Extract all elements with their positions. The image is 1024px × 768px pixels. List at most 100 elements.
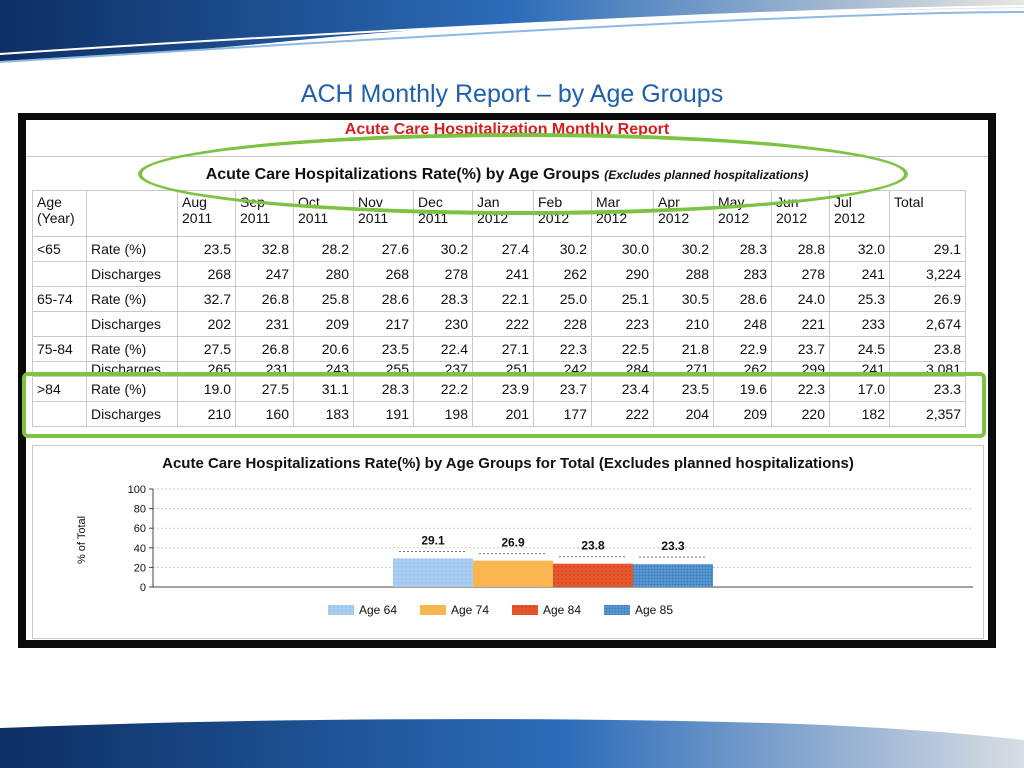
table-row: 65-74 Rate (%) 32.7 26.8 25.8 28.6 28.3 22.1 25.…	[32, 286, 966, 312]
y-axis-label: % of Total	[76, 516, 88, 564]
table-cell: 222	[472, 311, 534, 337]
table-cell: 25.8	[293, 286, 354, 312]
header-month: Sep 2011	[235, 190, 294, 237]
table-cell: 265	[177, 361, 236, 377]
header-month: Aug 2011	[177, 190, 236, 237]
header-month-year: 2012	[834, 210, 866, 226]
row-measure: Discharges	[86, 401, 178, 427]
table-cell: 25.0	[533, 286, 592, 312]
header-month-year: 2012	[718, 210, 750, 226]
legend-swatch	[420, 605, 446, 615]
table-cell: 280	[293, 261, 354, 287]
table-cell: 278	[771, 261, 830, 287]
table-cell: 283	[713, 261, 772, 287]
header-measure	[86, 190, 178, 237]
table-cell: 198	[413, 401, 473, 427]
table-cell: 271	[653, 361, 714, 377]
table-cell: 19.0	[177, 376, 236, 402]
table-subtitle: (Excludes planned hospitalizations)	[604, 168, 809, 182]
table-cell: 262	[713, 361, 772, 377]
header-month-year: 2011	[418, 210, 449, 226]
table-cell: 221	[771, 311, 830, 337]
table-cell: 255	[353, 361, 414, 377]
table-cell: 278	[413, 261, 473, 287]
table-row: Discharges 268 247 280 268 278 241 262 290 288 283…	[32, 261, 966, 287]
report-divider	[26, 156, 988, 157]
row-age-group	[32, 311, 87, 337]
table-row: <65 Rate (%) 23.5 32.8 28.2 27.6 30.2 27.4 30.2 3…	[32, 236, 966, 262]
table-cell: 183	[293, 401, 354, 427]
table-cell: 182	[829, 401, 890, 427]
header-month-name: Aug	[182, 194, 207, 210]
table-body: Age (Year) Aug 2011 Sep 2011 Oct 2011 Nov 2011 Dec…	[32, 190, 966, 427]
table-cell: 177	[533, 401, 592, 427]
header-month-year: 2011	[298, 210, 329, 226]
table-cell: 30.2	[413, 236, 473, 262]
row-age-group	[32, 261, 87, 287]
bottom-swoosh-decoration	[0, 713, 1024, 768]
table-cell: 22.3	[533, 336, 592, 362]
table-cell: 209	[713, 401, 772, 427]
y-tick-label: 80	[134, 504, 146, 516]
report-title: Acute Care Hospitalization Monthly Repor…	[344, 121, 670, 138]
table-cell: 284	[591, 361, 654, 377]
table-cell: 26.8	[235, 286, 294, 312]
table-cell: 28.3	[713, 236, 772, 262]
table-cell: 243	[293, 361, 354, 377]
table-cell: 27.5	[177, 336, 236, 362]
table-cell: 23.4	[591, 376, 654, 402]
row-total: 23.8	[889, 336, 966, 362]
table-cell: 204	[653, 401, 714, 427]
row-age-group: 65-74	[32, 286, 87, 312]
chart-legend: Age 64 Age 74 Age 84 Age 85	[328, 603, 673, 617]
row-measure: Rate (%)	[86, 286, 178, 312]
row-age-group: 75-84	[32, 336, 87, 362]
table-cell: 27.5	[235, 376, 294, 402]
header-month-year: 2011	[182, 210, 213, 226]
row-total: 26.9	[889, 286, 966, 312]
row-total: 3,224	[889, 261, 966, 287]
table-cell: 251	[472, 361, 534, 377]
header-month-name: Jan	[477, 194, 500, 210]
slide-title: ACH Monthly Report – by Age Groups	[300, 80, 724, 108]
table-cell: 191	[353, 401, 414, 427]
header-month-name: Oct	[298, 194, 320, 210]
header-month-name: Nov	[358, 194, 383, 210]
table-cell: 268	[353, 261, 414, 287]
table-cell: 248	[713, 311, 772, 337]
header-month-year: 2011	[358, 210, 389, 226]
table-title: Acute Care Hospitalizations Rate(%) by A…	[26, 166, 988, 184]
table-cell: 23.5	[653, 376, 714, 402]
header-month-name: Feb	[538, 194, 563, 210]
table-row: Discharges 202 231 209 217 230 222 228 223 210 248…	[32, 311, 966, 337]
table-cell: 220	[771, 401, 830, 427]
header-month: Feb 2012	[533, 190, 592, 237]
row-age-group	[32, 401, 87, 427]
table-cell: 32.8	[235, 236, 294, 262]
row-total: 29.1	[889, 236, 966, 262]
header-month-year: 2012	[477, 210, 509, 226]
table-cell: 24.0	[771, 286, 830, 312]
report-panel: Acute Care Hospitalization Monthly Repor…	[26, 120, 988, 640]
table-row: Discharges 210 160 183 191 198 201 177 222 204 209…	[32, 401, 966, 427]
table-cell: 201	[472, 401, 534, 427]
table-cell: 209	[293, 311, 354, 337]
table-title-text: Acute Care Hospitalizations Rate(%) by A…	[205, 166, 600, 183]
header-month-name: Jun	[776, 194, 799, 210]
row-measure: Discharges	[86, 311, 178, 337]
table-cell: 26.8	[235, 336, 294, 362]
row-total: 3,081	[889, 361, 966, 377]
table-cell: 22.3	[771, 376, 830, 402]
header-month-name: May	[718, 194, 745, 210]
table-cell: 230	[413, 311, 473, 337]
table-row: >84 Rate (%) 19.0 27.5 31.1 28.3 22.2 23.9 23.7 2…	[32, 376, 966, 402]
table-cell: 233	[829, 311, 890, 337]
table-cell: 30.0	[591, 236, 654, 262]
bar-age-84	[553, 563, 633, 587]
table-cell: 241	[472, 261, 534, 287]
bar-age-85	[633, 564, 713, 587]
header-month-name: Dec	[418, 194, 443, 210]
table-cell: 268	[177, 261, 236, 287]
chart-container: Acute Care Hospitalizations Rate(%) by A…	[32, 445, 984, 639]
table-cell: 242	[533, 361, 592, 377]
